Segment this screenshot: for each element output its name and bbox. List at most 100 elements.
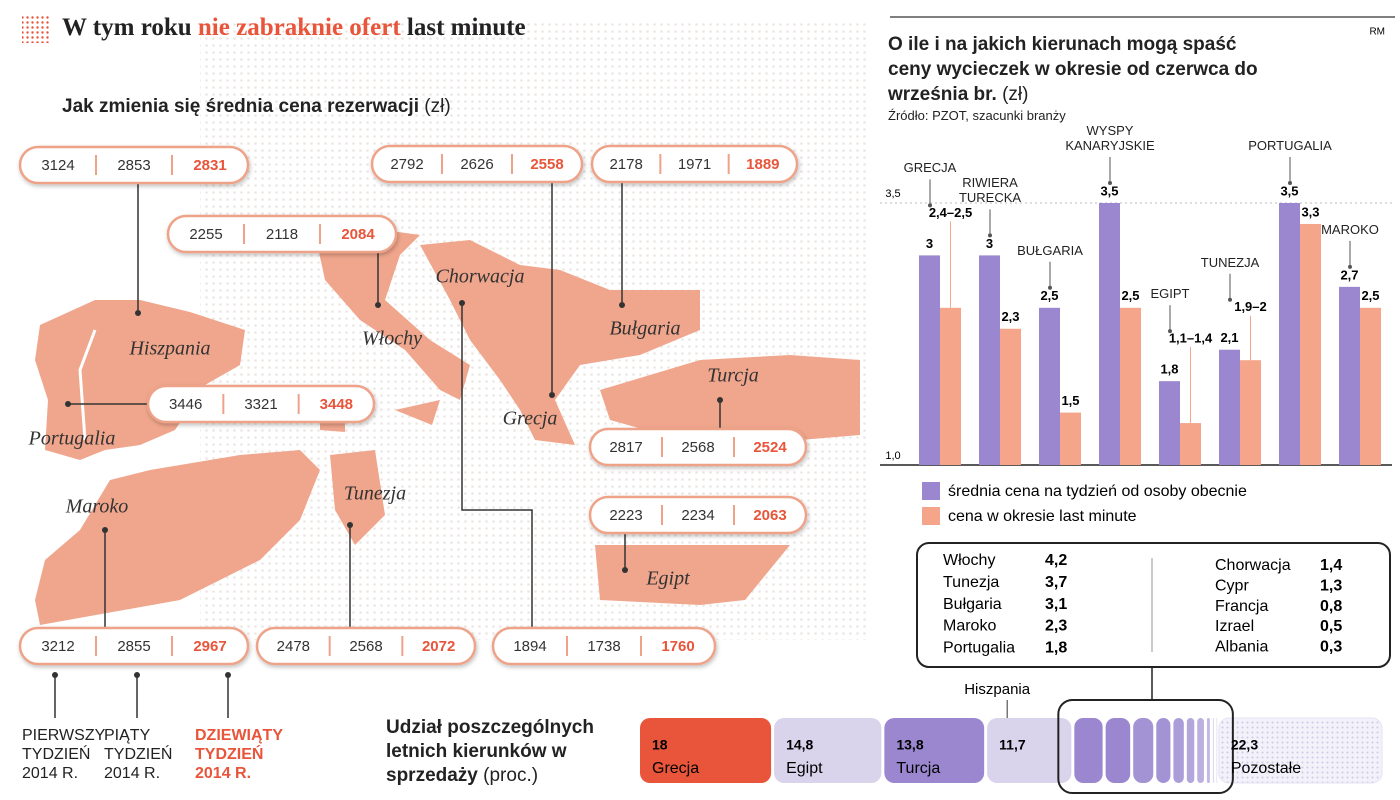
price-box bbox=[18, 626, 250, 666]
unit: (proc.) bbox=[483, 765, 539, 786]
y-tick-label: 3,5 bbox=[885, 188, 900, 200]
value-label: 1,9–2 bbox=[1234, 299, 1267, 314]
price-box bbox=[588, 495, 808, 535]
connector-dot bbox=[375, 302, 381, 308]
price: 2792 bbox=[390, 156, 423, 173]
share-value: 13,8 bbox=[896, 737, 923, 753]
price: 2817 bbox=[609, 439, 642, 456]
share-table-value: 1,8 bbox=[1045, 639, 1067, 656]
share-segment bbox=[1074, 718, 1103, 783]
value-label: 2,3 bbox=[1001, 309, 1019, 324]
small-group-frame bbox=[1057, 699, 1234, 794]
bar bbox=[1099, 203, 1120, 465]
share-table-value: 3,7 bbox=[1045, 574, 1067, 591]
price: 1889 bbox=[746, 156, 779, 173]
value-label: 3,5 bbox=[1100, 183, 1118, 198]
price: 2831 bbox=[193, 157, 226, 174]
price: 2084 bbox=[341, 226, 375, 243]
bar bbox=[940, 307, 961, 465]
share-table-value: 0,5 bbox=[1320, 618, 1342, 635]
price-box bbox=[18, 145, 250, 185]
share-table-name: Maroko bbox=[943, 618, 996, 635]
category-dot bbox=[1168, 329, 1172, 334]
bar bbox=[1159, 381, 1180, 465]
category-label: BUŁGARIA bbox=[1017, 242, 1083, 258]
price: 1760 bbox=[661, 638, 694, 655]
price: 2853 bbox=[117, 157, 150, 174]
category-dot bbox=[988, 233, 992, 238]
bar bbox=[1240, 360, 1261, 465]
value-label: 3,3 bbox=[1301, 204, 1319, 219]
category-dot bbox=[1048, 285, 1052, 290]
share-segment bbox=[1105, 718, 1131, 783]
price: 2255 bbox=[189, 226, 222, 243]
share-table-frame bbox=[916, 542, 1391, 668]
category-dot bbox=[1228, 297, 1232, 302]
place-label: Grecja bbox=[503, 408, 558, 430]
connector-dot bbox=[459, 300, 465, 306]
category-label: MAROKO bbox=[1321, 221, 1379, 237]
price-box bbox=[588, 427, 808, 467]
category-label: WYSPY KANARYJSKIE bbox=[1065, 123, 1155, 153]
price: 1894 bbox=[513, 638, 546, 655]
category-label: PORTUGALIA bbox=[1248, 138, 1332, 153]
category-label: TUNEZJA bbox=[1200, 254, 1260, 270]
border bbox=[78, 329, 97, 441]
legend-swatch bbox=[922, 507, 940, 525]
share-table-value: 0,3 bbox=[1320, 638, 1342, 655]
place-label: Maroko bbox=[65, 496, 129, 518]
share-value: 22,3 bbox=[1231, 737, 1258, 753]
price: 3446 bbox=[169, 396, 202, 413]
share-table-name: Cypr bbox=[1215, 578, 1249, 595]
price: 2178 bbox=[609, 156, 642, 173]
bar bbox=[1120, 307, 1141, 465]
share-segment bbox=[987, 718, 1072, 783]
share-title-text: Udział poszczególnych letnich kierunków … bbox=[386, 717, 594, 786]
connector-dot bbox=[65, 401, 71, 407]
connector-dot bbox=[549, 392, 555, 398]
y-tick-label: 1,0 bbox=[885, 450, 900, 462]
share-segment bbox=[1216, 718, 1218, 783]
share-name: Grecja bbox=[652, 760, 699, 777]
map-land bbox=[35, 220, 860, 625]
place-label: Bułgaria bbox=[609, 318, 680, 340]
title-part: last minute bbox=[406, 14, 526, 41]
legend-dot bbox=[134, 672, 140, 678]
share-table-name: Izrael bbox=[1215, 618, 1254, 635]
unit: (zł) bbox=[1002, 84, 1029, 105]
title-part: W tym roku bbox=[62, 14, 192, 41]
title-highlight: nie zabraknie ofert bbox=[197, 14, 401, 41]
value-label: 2,4–2,5 bbox=[929, 205, 972, 220]
value-label: 3 bbox=[986, 236, 993, 251]
category-dot bbox=[1108, 181, 1112, 185]
share-table-name: Chorwacja bbox=[1215, 557, 1291, 574]
share-name: Turcja bbox=[896, 760, 940, 777]
share-segment bbox=[1156, 718, 1171, 783]
unit: (zł) bbox=[424, 96, 451, 117]
place-label: Tunezja bbox=[344, 483, 406, 505]
chart-title: O ile i na jakich kierunach mogą spaść c… bbox=[888, 32, 1258, 107]
price: 2234 bbox=[681, 507, 714, 524]
value-label: 1,8 bbox=[1160, 362, 1178, 377]
connector-dot bbox=[347, 522, 353, 528]
connector-dot bbox=[717, 397, 723, 403]
bar bbox=[1219, 349, 1240, 465]
subtitle-text: Jak zmienia się średnia cena rezerwacji bbox=[62, 96, 419, 117]
bar bbox=[1000, 328, 1021, 465]
source: Źródło: PZOT, szacunki branży bbox=[888, 108, 1066, 123]
share-table-value: 0,8 bbox=[1320, 598, 1342, 615]
connector-dot bbox=[619, 302, 625, 308]
price: 3212 bbox=[41, 638, 74, 655]
category-label: RIWIERA TURECKA bbox=[958, 175, 1022, 206]
share-segment bbox=[884, 718, 985, 783]
bar bbox=[1339, 286, 1360, 465]
price-box bbox=[370, 144, 584, 184]
price-box bbox=[166, 214, 398, 254]
connector-dot bbox=[622, 567, 628, 573]
share-segment bbox=[640, 718, 772, 783]
legend-dot bbox=[52, 672, 58, 678]
price-box bbox=[255, 626, 477, 666]
price: 1738 bbox=[587, 638, 620, 655]
price: 2626 bbox=[460, 156, 493, 173]
